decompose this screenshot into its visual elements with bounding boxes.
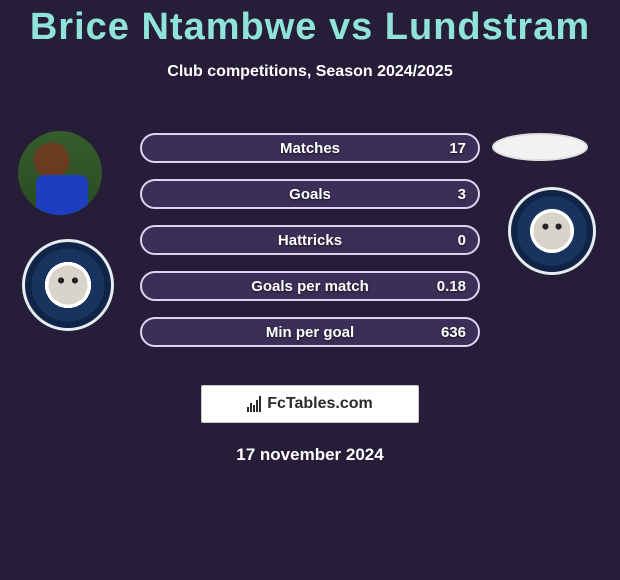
stats-list: Matches 17 Goals 3 Hattricks 0 Goals per… — [140, 133, 480, 363]
stat-value-right: 0 — [458, 227, 466, 253]
stat-value-right: 3 — [458, 181, 466, 207]
barchart-icon — [247, 396, 261, 412]
player1-photo — [18, 131, 102, 215]
player2-crest-icon — [508, 187, 596, 275]
stat-value-right: 636 — [441, 319, 466, 345]
player1-crest-icon — [22, 239, 114, 331]
stat-row-goals-per-match: Goals per match 0.18 — [140, 271, 480, 301]
stat-row-matches: Matches 17 — [140, 133, 480, 163]
player2-photo-placeholder-icon — [492, 133, 588, 161]
stat-label: Goals — [142, 181, 478, 207]
stat-label: Goals per match — [142, 273, 478, 299]
comparison-panel: Matches 17 Goals 3 Hattricks 0 Goals per… — [0, 117, 620, 367]
branding-badge[interactable]: FcTables.com — [201, 385, 419, 423]
stat-value-right: 17 — [449, 135, 466, 161]
stat-row-hattricks: Hattricks 0 — [140, 225, 480, 255]
stat-row-min-per-goal: Min per goal 636 — [140, 317, 480, 347]
stat-label: Matches — [142, 135, 478, 161]
branding-text: FcTables.com — [267, 395, 373, 413]
page-subtitle: Club competitions, Season 2024/2025 — [0, 63, 620, 81]
stat-label: Hattricks — [142, 227, 478, 253]
stat-value-right: 0.18 — [437, 273, 466, 299]
page-title: Brice Ntambwe vs Lundstram — [0, 0, 620, 49]
stat-label: Min per goal — [142, 319, 478, 345]
stat-row-goals: Goals 3 — [140, 179, 480, 209]
snapshot-date: 17 november 2024 — [0, 445, 620, 465]
